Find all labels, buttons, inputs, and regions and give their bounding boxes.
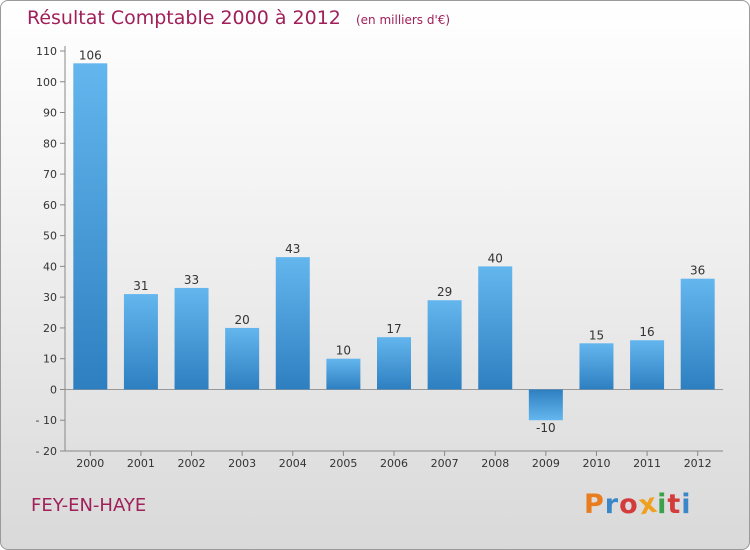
city-name: FEY-EN-HAYE — [31, 495, 147, 516]
value-label-2007: 29 — [437, 285, 452, 299]
bar-2002 — [174, 287, 209, 390]
value-label-2012: 36 — [690, 264, 705, 278]
value-label-2010: 15 — [589, 328, 604, 342]
x-tick-label-2011: 2011 — [633, 457, 661, 470]
x-tick-label-2004: 2004 — [279, 457, 307, 470]
value-label-2000: 106 — [79, 48, 102, 62]
logo-letter: t — [667, 489, 682, 520]
y-tick-label: - 20 — [36, 445, 57, 458]
value-label-2001: 31 — [133, 279, 148, 293]
bar-2009 — [528, 389, 563, 421]
bar-2006 — [377, 337, 411, 390]
x-tick-label-2003: 2003 — [228, 457, 256, 470]
y-tick-label: 110 — [36, 45, 57, 58]
x-tick-label-2005: 2005 — [329, 457, 357, 470]
value-label-2006: 17 — [386, 322, 401, 336]
value-label-2005: 10 — [336, 344, 351, 358]
bar-2001 — [123, 294, 158, 390]
value-label-2008: 40 — [488, 251, 503, 265]
logo-letter: i — [681, 489, 692, 520]
bar-2011 — [630, 340, 665, 390]
chart-title-block: Résultat Comptable 2000 à 2012 (en milli… — [27, 7, 450, 29]
x-tick-label-2008: 2008 — [481, 457, 509, 470]
bar-2010 — [579, 343, 614, 390]
x-tick-label-2006: 2006 — [380, 457, 408, 470]
y-tick-label: 100 — [36, 76, 57, 89]
logo-letter: r — [604, 489, 620, 520]
value-label-2003: 20 — [235, 313, 250, 327]
x-tick-label-2000: 2000 — [76, 457, 104, 470]
y-tick-label: 40 — [43, 260, 57, 273]
y-tick-label: 50 — [43, 230, 57, 243]
y-tick-label: 0 — [50, 383, 57, 396]
chart-unit: (en milliers d'€) — [355, 13, 451, 27]
y-tick-label: 60 — [43, 199, 57, 212]
bar-2004 — [275, 257, 310, 390]
x-tick-label-2010: 2010 — [582, 457, 610, 470]
value-label-2002: 33 — [184, 273, 199, 287]
x-tick-label-2007: 2007 — [431, 457, 459, 470]
bar-2012 — [680, 278, 715, 390]
axes: - 20 - 10 0 10 20 30 40 50 60 70 80 90 100 110 2000 200… — [36, 45, 723, 470]
x-tick-label-2009: 2009 — [532, 457, 560, 470]
value-label-2009: -10 — [536, 421, 556, 435]
value-label-2004: 43 — [285, 242, 300, 256]
x-tick-label-2001: 2001 — [127, 457, 155, 470]
bars: 106 31 33 20 43 10 17 29 40 -10 15 16 36 — [73, 48, 715, 435]
proxiti-logo[interactable]: Proxiti — [584, 488, 692, 522]
bar-2005 — [326, 358, 361, 390]
logo-letter: i — [657, 489, 668, 520]
bar-2000 — [73, 63, 108, 390]
chart-title: Résultat Comptable 2000 à 2012 — [27, 7, 341, 29]
x-tick-label-2012: 2012 — [684, 457, 712, 470]
y-tick-label: 70 — [43, 168, 57, 181]
y-tick-label: 20 — [43, 322, 57, 335]
bar-2003 — [225, 327, 260, 390]
y-tick-label: 30 — [43, 291, 57, 304]
bar-2008 — [478, 266, 513, 390]
logo-letter: P — [584, 489, 605, 520]
x-tick-label-2002: 2002 — [178, 457, 206, 470]
y-tick-label: 10 — [43, 353, 57, 366]
y-tick-label: - 10 — [36, 414, 57, 427]
bar-2007 — [427, 300, 462, 390]
y-tick-label: 90 — [43, 107, 57, 120]
value-label-2011: 16 — [639, 325, 654, 339]
y-tick-label: 80 — [43, 137, 57, 150]
logo-letter: o — [619, 489, 639, 520]
